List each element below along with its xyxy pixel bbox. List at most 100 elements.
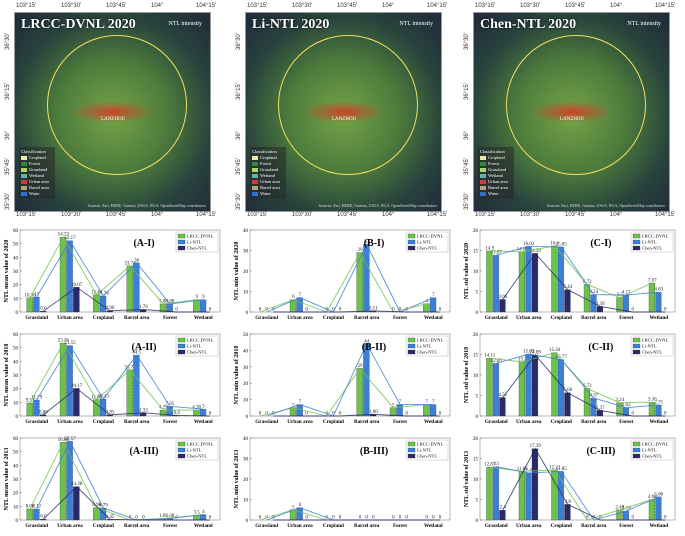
legend-swatch [252, 161, 258, 166]
data-label: 0 [259, 308, 262, 313]
y-tick-label: 20 [13, 388, 19, 393]
legend-swatch [632, 349, 641, 355]
data-label: 33 [364, 240, 370, 245]
legend-swatch [252, 185, 258, 190]
y-tick-label: 40 [13, 256, 19, 261]
trend-line-li-ntl [36, 239, 204, 305]
data-label: 4 [202, 510, 205, 515]
y-tick-label: 50 [13, 451, 19, 456]
data-label: 0.45 [106, 515, 115, 520]
data-label: 56.88 [58, 438, 70, 443]
legend-heading: Classification [480, 149, 505, 154]
legend-label: LRCC-DVNL [187, 442, 213, 447]
x-tick-label: Barrel area [124, 523, 150, 529]
bar-li-ntl [166, 303, 173, 313]
legend-swatch [21, 167, 27, 172]
y-tick-label: 15 [473, 458, 479, 463]
map-coord-bottom: 103°45' [337, 212, 358, 218]
data-label: 0 [664, 516, 667, 521]
legend-swatch [632, 447, 641, 453]
data-label: 3.8 [565, 500, 572, 505]
x-tick-label: Urban area [516, 523, 542, 529]
map-attribution: Sources: Esri, HERE, Garmin, USGS, NGA, … [318, 203, 437, 208]
chart-A-I: NTL mean value of 2020 0 10 20 30 40 50 60 10.36… [4, 229, 221, 321]
y-tick-label: 40 [243, 437, 249, 442]
x-tick-label: Forest [619, 419, 633, 425]
y-tick-label: 5 [476, 499, 479, 504]
data-label: 7 [425, 400, 428, 405]
data-label: 0 [339, 412, 342, 417]
map-coord-left: 36° [236, 130, 242, 140]
data-label: 29 [358, 248, 364, 253]
map-coord-left: 35°45' [236, 158, 242, 175]
bar-lrcc-dvnl [126, 369, 133, 417]
classification-legend: Classification Cropland Forest Grassland Wet… [478, 147, 514, 199]
data-label: 4.29 [159, 406, 168, 411]
bar-chen-ntl [564, 289, 571, 313]
bar-li-ntl [655, 292, 662, 313]
data-label: 3.5 [194, 511, 201, 516]
data-label: 6.72 [583, 280, 592, 285]
y-tick-label: 40 [13, 360, 19, 365]
legend-swatch [21, 173, 27, 178]
ntl-intensity-label: NTL intensity [168, 21, 202, 27]
panel-label: (B-II) [362, 342, 386, 353]
data-label: 3.5 [617, 293, 624, 298]
legend-swatch [177, 441, 186, 447]
data-label: 13.87 [491, 251, 503, 256]
data-label: 29 [358, 364, 364, 369]
bar-chen-ntl [73, 287, 80, 313]
map-coord-bottom: 103°15' [247, 212, 268, 218]
bar-li-ntl [655, 404, 662, 417]
y-tick-label: 50 [13, 347, 19, 352]
data-label: 0.6 [40, 515, 47, 520]
x-tick-label: Forest [393, 315, 407, 321]
data-label: 9.53 [26, 398, 35, 403]
y-tick-label: 40 [243, 349, 249, 354]
legend-item: Barrel area [252, 185, 284, 191]
legend-swatch [177, 453, 186, 459]
data-label: 2.19 [622, 507, 631, 512]
data-label: 11.85 [556, 467, 568, 472]
map-coord-top: 103°45' [565, 3, 586, 9]
data-label: 0 [439, 308, 442, 313]
legend-item: Urban area [252, 179, 284, 185]
legend-swatch [177, 239, 186, 245]
legend-label: Chen-NTL [417, 246, 437, 251]
x-tick-label: Grassland [485, 419, 508, 425]
x-tick-label: Forest [163, 315, 177, 321]
data-label: 0 [325, 308, 328, 313]
data-label: 6 [292, 295, 295, 300]
y-tick-label: 0 [476, 415, 479, 420]
x-tick-label: Forest [163, 523, 177, 529]
data-label: 0 [439, 516, 442, 521]
legend-label: LRCC-DVNL [642, 442, 668, 447]
data-label: 12.48 [91, 290, 103, 295]
bar-li-ntl [199, 514, 207, 521]
data-label: 5 [292, 403, 295, 408]
bar-chen-ntl [564, 392, 571, 417]
data-label: 0 [305, 308, 308, 313]
y-axis-label: NTL mean value of 2020 [4, 240, 10, 303]
legend-swatch [407, 245, 416, 251]
legend-item: Urban area [480, 179, 512, 185]
bar-lrcc-dvnl [289, 407, 297, 417]
legend-swatch [632, 453, 641, 459]
data-label: 14.69 [517, 247, 529, 252]
legend-box [405, 439, 449, 461]
legend-swatch [480, 155, 486, 160]
data-label: 4.24 [589, 290, 598, 295]
y-axis-label: NTL mean value of 2013 [4, 448, 10, 511]
data-label: 0 [272, 308, 275, 313]
ntl-intensity-label: NTL intensity [399, 21, 433, 27]
bar-li-ntl [33, 508, 40, 521]
y-tick-label: 30 [243, 366, 249, 371]
bar-lrcc-dvnl [551, 245, 558, 313]
y-axis-label: NTL mean value of 2018 [4, 344, 10, 407]
legend-label: Li-NTL [187, 448, 202, 453]
data-label: 7.05 [166, 402, 175, 407]
data-label: 1.05 [159, 514, 168, 519]
legend-item: Forest [252, 161, 284, 167]
bar-chen-ntl [499, 510, 506, 521]
legend-item: Grassland [21, 167, 53, 173]
